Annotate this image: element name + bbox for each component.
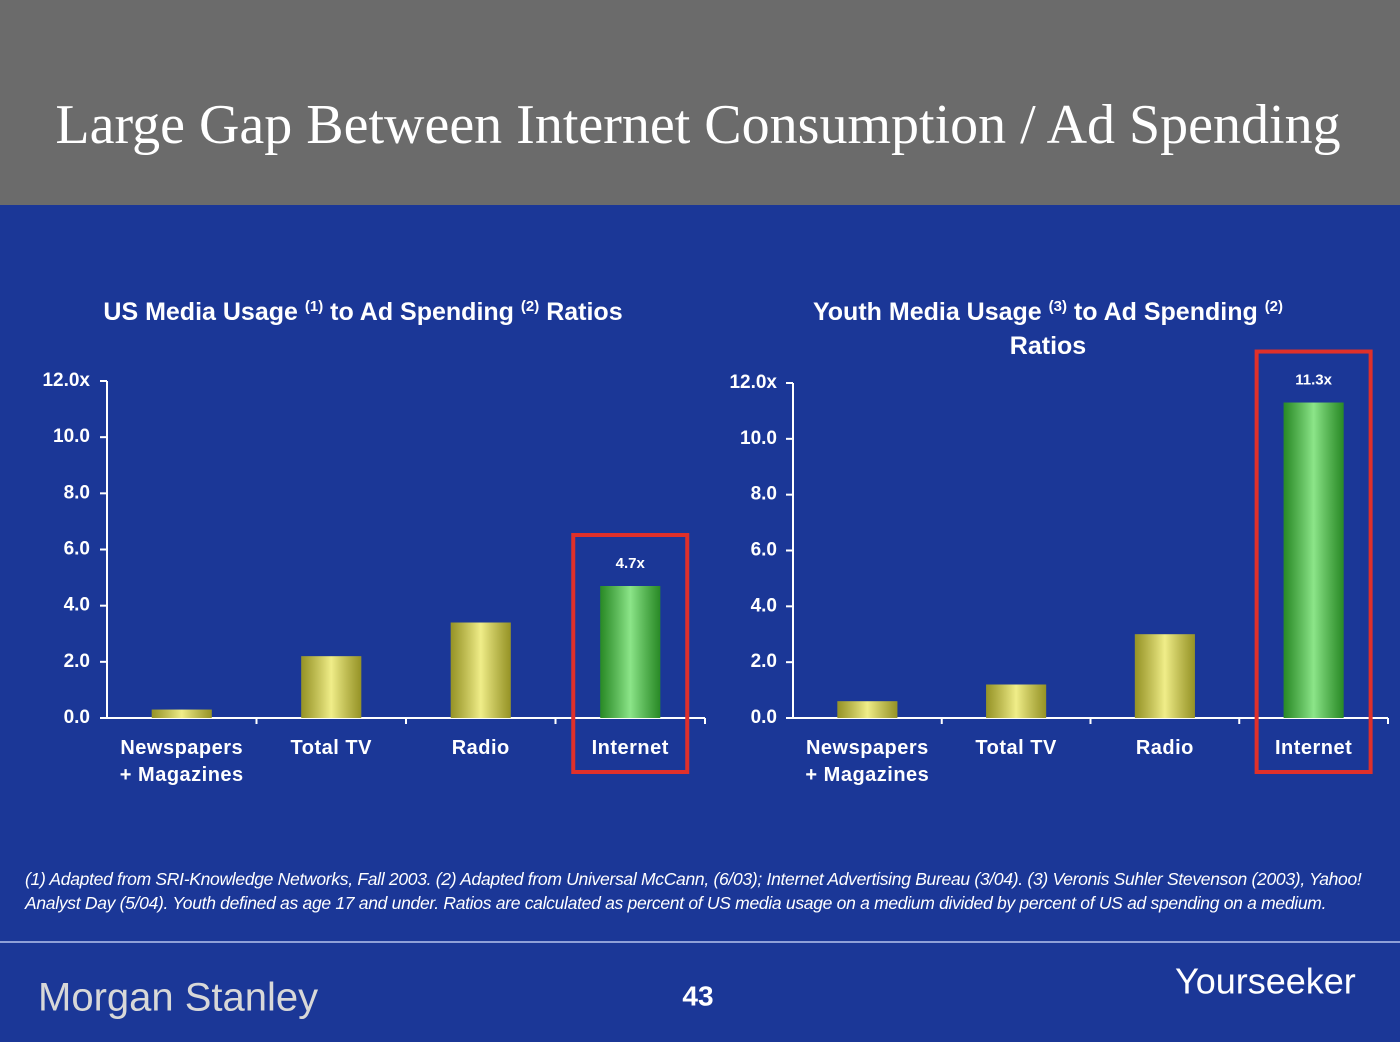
y-tick-label: 4.0 <box>751 595 777 616</box>
bar-shine <box>1283 402 1344 718</box>
header-band <box>0 0 1400 205</box>
x-tick-label: Radio <box>451 737 510 759</box>
y-tick-label: 6.0 <box>751 540 777 561</box>
highlight-box <box>1254 349 1373 774</box>
y-tick-label: 0.0 <box>64 707 90 728</box>
title-part: US Media Usage <box>103 298 298 326</box>
slide-title: Large Gap Between Internet Consumption /… <box>55 94 1340 156</box>
x-tick-label: Newspapers + Magazines <box>119 737 244 786</box>
y-tick-label: 10.0 <box>740 428 777 449</box>
y-tick-label: 12.0x <box>42 370 90 391</box>
logo: Morgan Stanley <box>38 976 318 1020</box>
bar-shine <box>450 622 511 718</box>
title-footnote-ref: (1) <box>304 298 324 315</box>
title-part: Ratios <box>1009 332 1087 360</box>
y-tick-label: 12.0x <box>729 372 777 393</box>
page-number: 43 <box>682 980 713 1011</box>
title-part: Youth Media Usage <box>812 298 1042 326</box>
y-tick-label: 8.0 <box>64 482 90 503</box>
bar-shine <box>986 684 1047 718</box>
bar-shine <box>301 656 362 718</box>
title-footnote-ref: (3) <box>1048 298 1068 315</box>
bar-shine <box>837 701 898 718</box>
bar-shine <box>151 709 212 718</box>
y-tick-label: 6.0 <box>64 539 90 560</box>
y-tick-label: 2.0 <box>751 651 777 672</box>
watermark: Yourseeker <box>1175 961 1356 1002</box>
title-part: Ratios <box>546 298 623 326</box>
bar-shine <box>600 586 661 718</box>
x-tick-label: Internet <box>591 737 669 759</box>
value-label: 11.3x <box>1295 372 1332 389</box>
title-part: to Ad Spending <box>330 298 514 326</box>
footnote: (1) Adapted from SRI-Knowledge Networks,… <box>25 869 1362 913</box>
chart-title: US Media Usage (1) to Ad Spending (2) Ra… <box>43 290 683 329</box>
x-tick-label: Internet <box>1274 737 1353 759</box>
y-tick-label: 8.0 <box>751 484 777 505</box>
y-tick-label: 10.0 <box>53 426 90 447</box>
title-footnote-ref: (2) <box>1264 298 1284 315</box>
x-tick-label: Total TV <box>290 737 372 759</box>
title-footnote-ref: (2) <box>520 298 540 315</box>
x-tick-label: Radio <box>1135 737 1194 759</box>
value-label: 4.7x <box>616 555 646 572</box>
title-part: to Ad Spending <box>1073 298 1258 326</box>
y-tick-label: 4.0 <box>64 595 90 616</box>
x-tick-label: Total TV <box>975 737 1057 759</box>
y-tick-label: 0.0 <box>751 707 777 728</box>
highlight-box <box>571 533 690 775</box>
x-tick-label: Newspapers + Magazines <box>805 737 930 786</box>
chart-title: Youth Media Usage (3) to Ad Spending (2)… <box>788 290 1308 363</box>
y-tick-label: 2.0 <box>64 651 90 672</box>
bar-shine <box>1134 634 1195 718</box>
